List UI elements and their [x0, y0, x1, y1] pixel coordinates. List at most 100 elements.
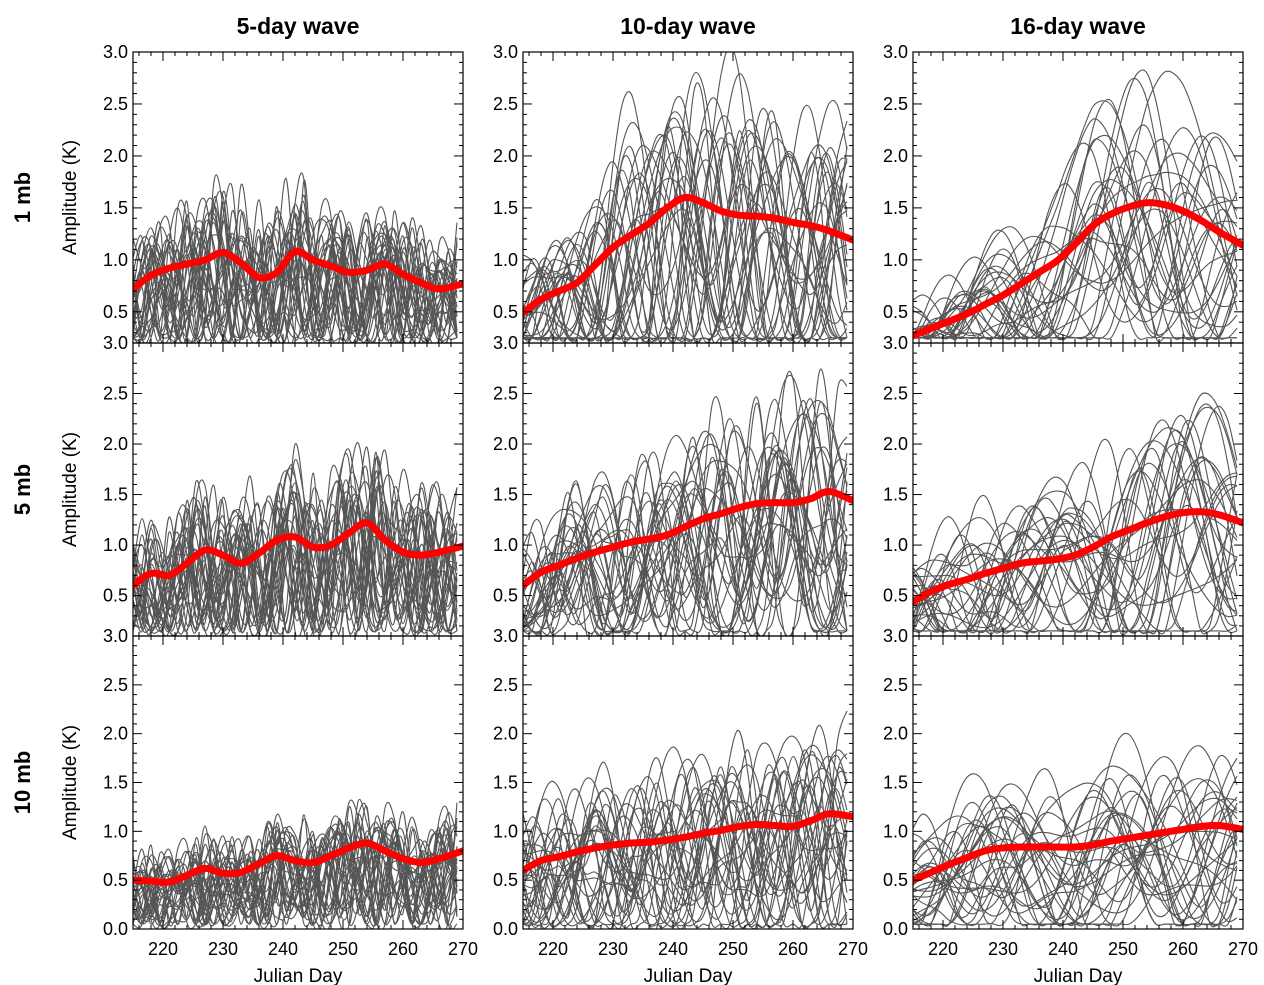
x-tick-label: 220 — [928, 939, 958, 959]
y-tick-label: 1.0 — [103, 821, 128, 841]
x-tick-label: 270 — [838, 939, 868, 959]
y-tick-label: 0.5 — [883, 870, 908, 890]
y-tick-label: 2.0 — [103, 434, 128, 454]
ensemble-mean-line — [523, 193, 853, 317]
ensemble-member-line — [523, 767, 848, 928]
ensemble-member-line — [913, 208, 1237, 340]
x-tick-label: 220 — [148, 939, 178, 959]
ensemble-member-line — [133, 246, 458, 343]
ensemble-member-line — [133, 528, 458, 632]
panel: 0.5 1.0 1.5 2.0 2.5 3.0 — [493, 42, 854, 344]
ensemble-member-line — [523, 446, 848, 635]
y-tick-label: 1.5 — [103, 485, 128, 505]
y-axis-label: Amplitude (K) — [60, 432, 81, 547]
x-axis-label: Julian Day — [254, 966, 343, 985]
x-axis-label: Julian Day — [1034, 966, 1123, 985]
ensemble-member-line — [913, 732, 1238, 926]
ensemble-member-line — [913, 796, 1238, 896]
y-tick-label: 1.5 — [883, 773, 908, 793]
ensemble-member-line — [523, 753, 848, 929]
ensemble-member-line — [133, 801, 458, 926]
ensemble-member-line — [913, 754, 1238, 925]
y-tick-label: 2.0 — [493, 434, 518, 454]
ensemble-member-line — [913, 479, 1238, 634]
ensemble-mean-line — [913, 199, 1243, 340]
x-tick-label: 230 — [208, 939, 238, 959]
ensemble-member-line — [913, 403, 1238, 634]
y-tick-label: 0.0 — [103, 919, 128, 939]
ensemble-member-line — [523, 457, 848, 615]
y-tick-label: 2.5 — [883, 384, 908, 404]
panel: 0.5 1.0 1.5 2.0 2.5 3.0 — [883, 333, 1244, 637]
ensemble-member-line — [523, 399, 848, 614]
ensemble-member-line — [523, 749, 848, 929]
ensemble-member-line — [523, 515, 848, 627]
x-tick-label: 240 — [268, 939, 298, 959]
ensemble-member-line — [133, 488, 458, 626]
ensemble-member-line — [913, 756, 1238, 928]
ensemble-member-line — [523, 412, 848, 636]
panel: 0.5 1.0 1.5 2.0 2.5 3.0 — [493, 333, 854, 637]
panel: 0.5 1.0 1.5 2.0 2.5 3.0 — [103, 42, 464, 344]
ensemble-member-line — [133, 194, 458, 343]
y-tick-label: 3.0 — [103, 333, 128, 353]
ensemble-member-line — [523, 507, 848, 634]
ensemble-member-line — [133, 245, 458, 343]
ensemble-mean-line — [913, 508, 1243, 606]
ensemble-mean-line — [133, 247, 463, 293]
panel: 220 230 240 250 260 270 0.0 0.5 1.0 1.5 2.0 2.5 3.0 — [883, 626, 1258, 959]
ensemble-member-line — [523, 71, 848, 342]
panel: 220 230 240 250 260 270 0.0 0.5 1.0 1.5 2.0 2.5 3.0 — [103, 626, 478, 959]
ensemble-member-line — [133, 840, 458, 925]
y-tick-label: 1.0 — [493, 821, 518, 841]
x-tick-label: 250 — [1108, 939, 1138, 959]
ensemble-member-line — [523, 131, 848, 343]
x-tick-label: 270 — [448, 939, 478, 959]
ensemble-member-line — [523, 710, 848, 929]
ensemble-member-line — [133, 821, 458, 925]
y-axis-label: Amplitude (K) — [60, 725, 81, 840]
y-tick-label: 3.0 — [883, 42, 908, 62]
y-tick-label: 0.0 — [493, 919, 518, 939]
ensemble-member-line — [913, 774, 1238, 927]
column-title: 10-day wave — [620, 13, 756, 39]
row-label: 10 mb — [10, 751, 35, 815]
ensemble-member-line — [913, 765, 1238, 926]
ensemble-member-line — [523, 754, 848, 922]
y-tick-label: 3.0 — [493, 626, 518, 646]
y-tick-label: 0.5 — [493, 302, 518, 322]
ensemble-member-line — [913, 192, 1238, 340]
y-tick-label: 3.0 — [883, 333, 908, 353]
ensemble-members — [523, 52, 848, 343]
ensemble-member-line — [133, 493, 458, 634]
y-tick-label: 0.5 — [883, 586, 908, 606]
ensemble-member-line — [913, 807, 1238, 918]
panel: 0.5 1.0 1.5 2.0 2.5 3.0 — [103, 333, 464, 637]
y-tick-label: 1.5 — [493, 198, 518, 218]
ensemble-member-line — [913, 217, 1238, 340]
y-tick-label: 0.5 — [103, 302, 128, 322]
y-tick-label: 3.0 — [493, 333, 518, 353]
ensemble-member-line — [523, 401, 848, 636]
ensemble-member-line — [523, 370, 848, 636]
x-tick-label: 230 — [988, 939, 1018, 959]
ensemble-mean-line — [523, 810, 853, 874]
x-tick-label: 260 — [1168, 939, 1198, 959]
x-tick-label: 270 — [1228, 939, 1258, 959]
y-tick-label: 2.0 — [103, 146, 128, 166]
ensemble-member-line — [523, 130, 848, 343]
ensemble-member-line — [523, 784, 848, 913]
ensemble-member-line — [523, 412, 848, 613]
y-tick-label: 2.5 — [493, 94, 518, 114]
ensemble-member-line — [523, 368, 848, 636]
ensemble-member-line — [523, 749, 848, 929]
ensemble-member-line — [913, 805, 1238, 915]
ensemble-member-line — [913, 447, 1238, 620]
y-tick-label: 2.0 — [883, 724, 908, 744]
ensemble-member-line — [133, 802, 458, 929]
column-title: 16-day wave — [1010, 13, 1146, 39]
panel: 0.5 1.0 1.5 2.0 2.5 3.0 — [883, 42, 1244, 344]
y-tick-label: 1.0 — [883, 250, 908, 270]
y-tick-label: 1.0 — [493, 250, 518, 270]
